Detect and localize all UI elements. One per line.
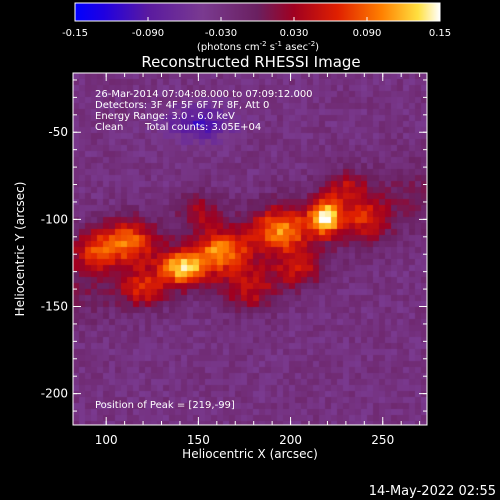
annotation-method: Clean: [95, 122, 123, 133]
annotation-energy-range: Energy Range: 3.0 - 6.0 keV: [95, 111, 235, 122]
x-tick-label: 200: [279, 433, 302, 447]
colorbar-label: (photons cm-2 s-1 asec-2): [197, 40, 319, 53]
x-axis-label: Heliocentric X (arcsec): [182, 447, 318, 461]
colorbar: [74, 2, 441, 22]
plot-frame: [72, 72, 428, 426]
colorbar-tick-label: -0.090: [132, 28, 164, 39]
colorbar-tick-label: 0.15: [429, 28, 451, 39]
annotation-detectors: Detectors: 3F 4F 5F 6F 7F 8F, Att 0: [95, 100, 269, 111]
timestamp: 14-May-2022 02:55: [369, 484, 496, 499]
y-tick-label: -100: [41, 212, 68, 226]
colorbar-ticks: -0.15 -0.090 -0.030 0.030 0.090 0.15: [62, 17, 451, 39]
x-tick-label: 100: [95, 433, 118, 447]
colorbar-tick-label: 0.090: [353, 28, 382, 39]
x-tick-label: 250: [371, 433, 394, 447]
colorbar-tick-label: -0.030: [205, 28, 237, 39]
y-axis-label: Heliocentric Y (arcsec): [13, 182, 27, 317]
annotation-time-range: 26-Mar-2014 07:04:08.000 to 07:09:12.000: [95, 89, 313, 100]
y-tick-label: -150: [41, 300, 68, 314]
x-tick-label: 150: [187, 433, 210, 447]
annotation-peak-position: Position of Peak = [219,-99]: [95, 400, 235, 411]
colorbar-tick-label: -0.15: [62, 28, 88, 39]
annotation-total-counts: Total counts: 3.05E+04: [144, 122, 261, 133]
chart-title: Reconstructed RHESSI Image: [141, 53, 360, 71]
colorbar-tick-label: 0.030: [280, 28, 309, 39]
heatmap-image: [73, 73, 427, 425]
y-tick-label: -200: [41, 387, 68, 401]
y-tick-label: -50: [48, 125, 68, 139]
heatmap-container: [73, 73, 427, 425]
axis-ticks: 100 150 200 250 -50 -100 -150 -200: [41, 73, 427, 447]
